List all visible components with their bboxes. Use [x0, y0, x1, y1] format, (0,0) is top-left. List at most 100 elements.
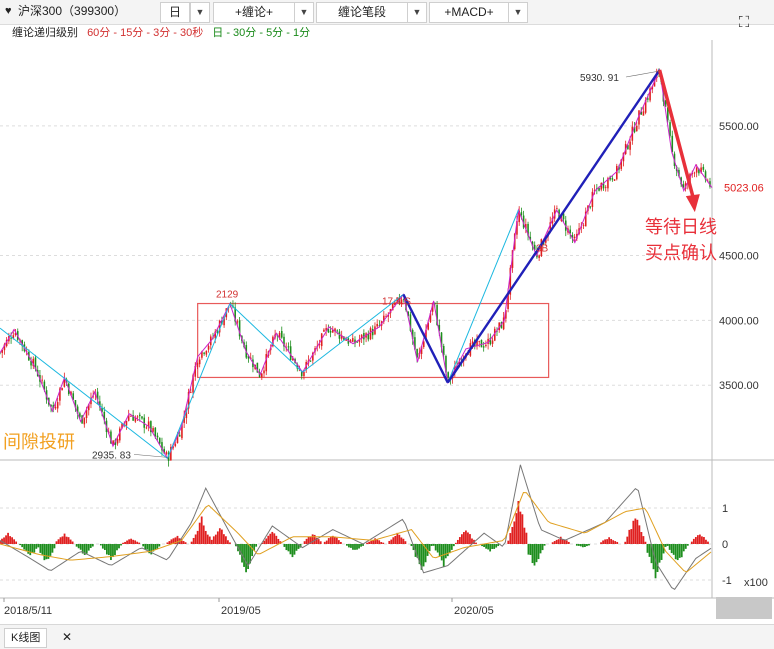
heart-icon[interactable]: ♥: [5, 5, 12, 17]
macd-bar: [89, 544, 92, 548]
macd-bar: [640, 532, 643, 544]
macd-bar: [180, 538, 183, 544]
candle-body: [438, 325, 441, 331]
macd-bar: [27, 544, 30, 554]
candle-body: [422, 341, 425, 347]
macd-bar: [614, 541, 617, 544]
candle-body: [369, 328, 372, 340]
candle-body: [582, 225, 585, 226]
candle-body: [360, 334, 363, 339]
candle-body: [491, 340, 494, 344]
macd-bar: [128, 539, 130, 544]
period-select[interactable]: 日: [160, 2, 190, 23]
macd-bar: [705, 539, 707, 544]
macd-bar: [467, 532, 469, 544]
macd-bar: [579, 544, 582, 547]
macd-bar: [218, 528, 221, 544]
macd-bar: [71, 541, 74, 544]
macd-bar: [273, 533, 276, 544]
macd-bar: [358, 544, 360, 549]
candle-body: [509, 267, 512, 295]
macd-bar: [91, 544, 94, 547]
candle-body: [125, 421, 128, 426]
macd-bar: [525, 532, 528, 544]
macd-bar: [222, 534, 225, 544]
macd-bar: [586, 544, 588, 547]
candle-body: [334, 328, 336, 332]
macd-bar: [513, 521, 516, 544]
trend-arrow-head: [685, 194, 700, 213]
candle-body: [385, 316, 387, 318]
macd-bar: [676, 544, 679, 561]
expand-icon[interactable]: ⛶: [738, 14, 750, 31]
candle-body: [338, 331, 341, 339]
macd-bar: [543, 544, 546, 546]
macd-bar: [198, 522, 201, 544]
macd-bar: [509, 533, 512, 544]
chevron-down-icon[interactable]: ▼: [407, 2, 427, 23]
symbol-label[interactable]: 沪深300（399300）: [18, 4, 127, 18]
candle-body: [185, 409, 188, 419]
macd-bar: [458, 537, 461, 544]
candle-body: [489, 337, 492, 345]
candle-body: [611, 178, 614, 180]
candle-body: [682, 184, 685, 188]
candle-body: [573, 236, 576, 238]
candle-body: [218, 320, 221, 333]
candle-body: [205, 350, 208, 355]
macd-bar: [291, 544, 294, 558]
macd-bar: [658, 544, 661, 563]
macd-bar: [150, 544, 153, 555]
trend-arrow-line: [657, 69, 696, 201]
candle-body: [569, 229, 572, 234]
candle-body: [429, 313, 432, 322]
macd-bar: [541, 544, 544, 551]
macd-bar: [446, 544, 449, 557]
candle-body: [196, 363, 199, 368]
candle-body: [371, 329, 374, 336]
chevron-down-icon[interactable]: ▼: [294, 2, 314, 23]
candle-body: [485, 344, 487, 347]
indicator-chanlun-button[interactable]: +缠论+: [213, 2, 295, 23]
macd-bar: [110, 544, 112, 561]
macd-bar: [212, 536, 215, 544]
bi-line: [0, 327, 168, 459]
candle-body: [400, 299, 403, 305]
candle-body: [644, 100, 647, 113]
candle-body: [640, 111, 643, 115]
candle-body: [411, 329, 414, 340]
candle-body: [190, 392, 192, 393]
chevron-down-icon[interactable]: ▼: [190, 2, 210, 23]
candle-body: [34, 357, 37, 369]
macd-bar: [374, 538, 377, 544]
macd-bar: [239, 544, 241, 555]
candle-body: [425, 329, 427, 340]
candle-body: [531, 241, 534, 246]
candle-body: [505, 310, 507, 319]
macd-bar: [182, 541, 185, 544]
macd-panel: [0, 464, 712, 590]
macd-bar: [662, 544, 665, 554]
candle-body: [156, 435, 159, 438]
candle-body: [127, 415, 130, 421]
macd-bar: [51, 544, 54, 553]
macd-bar: [604, 539, 606, 544]
indicator-macd-button[interactable]: +MACD+: [429, 2, 509, 23]
macd-bar: [152, 544, 155, 552]
macd-tick-label: 1: [722, 503, 728, 515]
legend-group-red: 60分 - 15分 - 3分 - 30秒: [87, 27, 204, 39]
indicator-bi-segment-button[interactable]: 缠论笔段: [316, 2, 408, 23]
macd-bar: [650, 544, 653, 564]
chevron-down-icon[interactable]: ▼: [508, 2, 528, 23]
macd-bar: [172, 538, 175, 544]
chart-annotations: 5930. 91 2935. 83 2129 17.4.S 3B: [92, 70, 660, 461]
candle-body: [21, 340, 23, 346]
macd-bar: [61, 536, 64, 544]
tab-kline[interactable]: K线图: [4, 628, 48, 648]
candle-body: [391, 303, 394, 311]
close-icon[interactable]: ✕: [62, 630, 73, 644]
macd-bar: [148, 544, 151, 554]
macd-bar: [356, 544, 358, 550]
macd-bar: [698, 534, 701, 544]
